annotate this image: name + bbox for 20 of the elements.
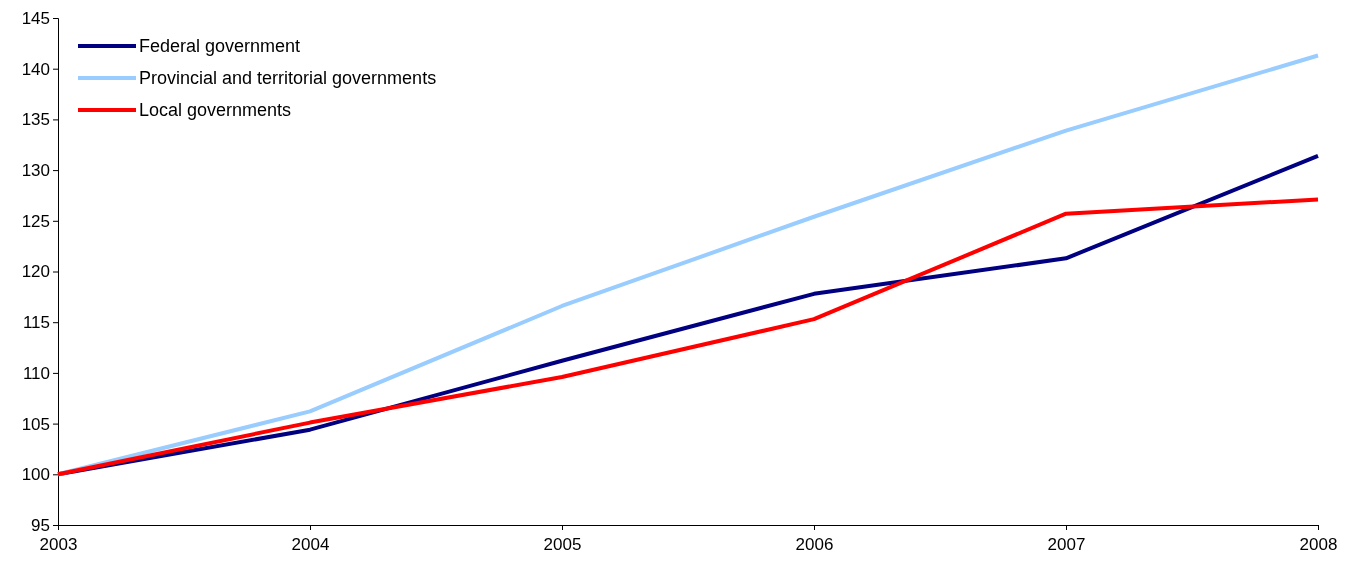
legend-label: Local governments xyxy=(139,100,292,120)
legend-label: Provincial and territorial governments xyxy=(139,68,437,88)
x-tick-label: 2004 xyxy=(291,535,330,554)
y-tick-label: 115 xyxy=(22,313,50,333)
y-tick-label: 105 xyxy=(21,414,50,434)
x-tick-label: 2003 xyxy=(39,535,78,554)
legend-label: Federal government xyxy=(139,36,301,56)
x-tick-label: 2007 xyxy=(1047,535,1086,554)
y-tick-label: 110 xyxy=(22,363,50,383)
y-tick-label: 120 xyxy=(21,262,50,282)
y-tick-label: 140 xyxy=(21,59,50,79)
y-tick-label: 100 xyxy=(21,465,50,485)
x-tick-label: 2008 xyxy=(1299,535,1338,554)
y-tick-label: 145 xyxy=(21,8,50,28)
x-tick-label: 2005 xyxy=(543,535,582,554)
y-tick-label: 95 xyxy=(31,515,50,535)
x-tick-label: 2006 xyxy=(795,535,834,554)
y-tick-label: 135 xyxy=(21,110,50,130)
y-tick-label: 125 xyxy=(21,211,50,231)
y-tick-label: 130 xyxy=(21,161,50,181)
